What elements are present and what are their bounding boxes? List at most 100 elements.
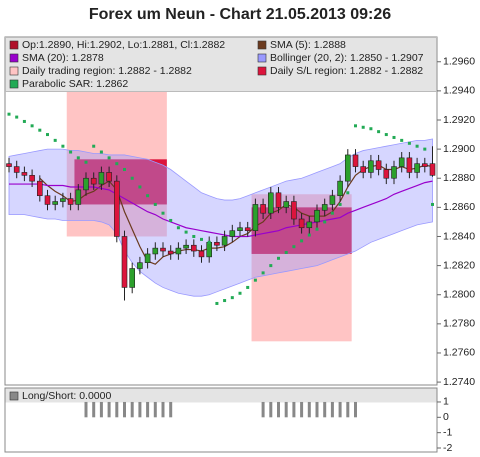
candle-body: [206, 242, 212, 258]
legend-label: Op:1.2890, Hi:1.2902, Lo:1.2881, Cl:1.28…: [22, 39, 225, 51]
bollinger-band: [8, 138, 433, 297]
sar-dot: [84, 160, 88, 164]
y-tick-label: 1.2880: [443, 172, 475, 184]
sar-dot: [123, 168, 126, 172]
candle-body: [191, 244, 197, 252]
legend-swatch: [9, 40, 19, 50]
bar: [123, 401, 126, 418]
sar-dot: [223, 299, 227, 303]
sar-dot: [407, 141, 411, 145]
candle-body: [298, 218, 305, 229]
candle-body: [152, 247, 159, 255]
candle-body: [244, 227, 251, 231]
sar-dot: [7, 112, 11, 116]
bar: [323, 401, 327, 418]
candle-body: [414, 163, 420, 173]
sar-dot: [22, 119, 26, 123]
sar-dot: [192, 234, 196, 238]
legend-swatch: [9, 79, 19, 89]
legend-swatch: [257, 53, 267, 63]
candle-body: [360, 166, 367, 173]
main-plot: [6, 37, 436, 342]
candle-body: [352, 154, 359, 167]
bar: [315, 401, 319, 418]
candle-body: [267, 192, 274, 214]
candle-body: [375, 160, 382, 170]
bar: [161, 401, 165, 418]
candle-body: [183, 244, 189, 249]
candle-body: [6, 163, 12, 167]
candle-body: [260, 204, 266, 214]
candle-body: [175, 247, 182, 255]
y-tick-label: 1.2920: [443, 114, 475, 126]
bar: [107, 401, 111, 418]
sar-dot: [169, 218, 173, 222]
sar-dot: [161, 211, 165, 215]
bar: [292, 401, 296, 418]
sar-dot: [423, 147, 427, 151]
legend-box: [5, 37, 437, 92]
candle-body: [29, 175, 35, 182]
sar-dot: [38, 128, 42, 132]
y-tick-label: 1.2840: [443, 230, 475, 242]
sar-dot: [338, 202, 342, 206]
line: [39, 164, 433, 265]
y-tick-label: 1.2960: [443, 56, 475, 68]
candle-body: [306, 221, 313, 229]
sar-dot: [354, 124, 357, 128]
sar-dot: [176, 226, 180, 230]
candle-body: [429, 163, 436, 176]
legend-swatch: [257, 66, 267, 76]
y-tick-label: 1.2940: [443, 85, 475, 97]
candle-body: [421, 163, 428, 167]
sar-dot: [115, 162, 119, 166]
sar-dot: [277, 256, 280, 260]
y-tick-label: 1.2900: [443, 143, 475, 155]
legend-swatch: [9, 391, 19, 401]
candle-body: [198, 250, 205, 258]
candle-body: [229, 230, 236, 237]
candle-body: [67, 198, 74, 205]
sar-dot: [269, 264, 273, 268]
bar: [269, 401, 273, 418]
candle-body: [314, 209, 320, 223]
bar: [346, 401, 350, 418]
sar-dot: [76, 156, 80, 160]
y-tick-label: 1.2800: [443, 289, 475, 301]
sar-dot: [207, 240, 211, 244]
candle-body: [283, 201, 290, 208]
sar-dot: [53, 138, 57, 142]
chart-title: Forex um Neun - Chart 21.05.2013 09:26: [89, 6, 391, 23]
candle-body: [21, 172, 28, 176]
candle-body: [129, 268, 135, 288]
bar: [284, 401, 288, 418]
candle-body: [144, 253, 151, 263]
candle-body: [90, 177, 97, 185]
sar-dot: [15, 115, 19, 119]
bar: [153, 401, 157, 418]
sar-dot: [146, 194, 150, 198]
legend-label: SMA (20): 1.2878: [22, 52, 104, 64]
candle-body: [121, 236, 128, 288]
candle-body: [329, 195, 336, 205]
candle-body: [83, 177, 89, 191]
legend-label: Bollinger (20, 2): 1.2850 - 1.2907: [270, 52, 424, 64]
bar: [277, 401, 280, 418]
sar-dot: [300, 239, 304, 243]
sar-dot: [130, 176, 134, 180]
candle-body: [368, 160, 374, 173]
candle-body: [106, 172, 112, 182]
sar-dot: [284, 250, 288, 254]
bar: [146, 401, 150, 418]
candle-body: [383, 169, 390, 179]
candle-body: [75, 189, 82, 205]
bar: [138, 401, 142, 418]
candle-body: [406, 157, 413, 173]
candle-body: [337, 180, 343, 197]
bar: [130, 401, 134, 418]
y-tick-label: 1.2860: [443, 201, 475, 213]
candle-body: [214, 242, 220, 246]
bar: [354, 401, 357, 418]
sar-dot: [61, 144, 65, 148]
